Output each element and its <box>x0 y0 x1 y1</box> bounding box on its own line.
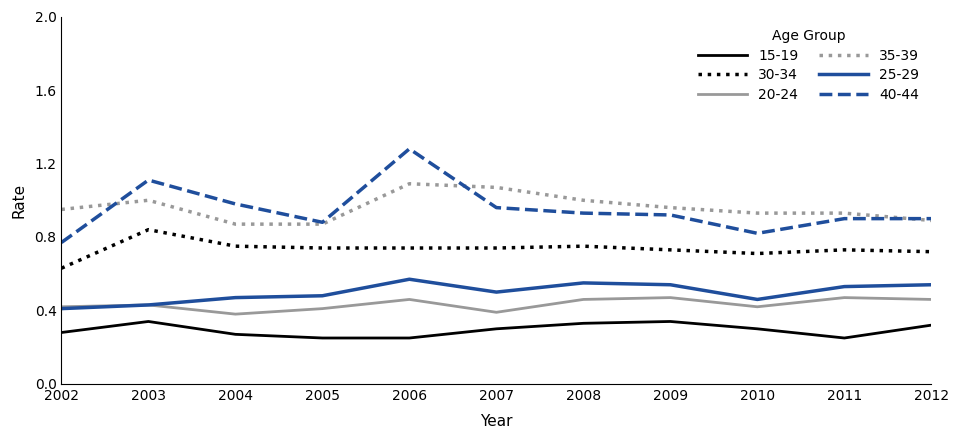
X-axis label: Year: Year <box>480 414 513 429</box>
Y-axis label: Rate: Rate <box>12 183 26 218</box>
Legend: 15-19, 30-34, 20-24, 35-39, 25-29, 40-44: 15-19, 30-34, 20-24, 35-39, 25-29, 40-44 <box>693 24 924 107</box>
